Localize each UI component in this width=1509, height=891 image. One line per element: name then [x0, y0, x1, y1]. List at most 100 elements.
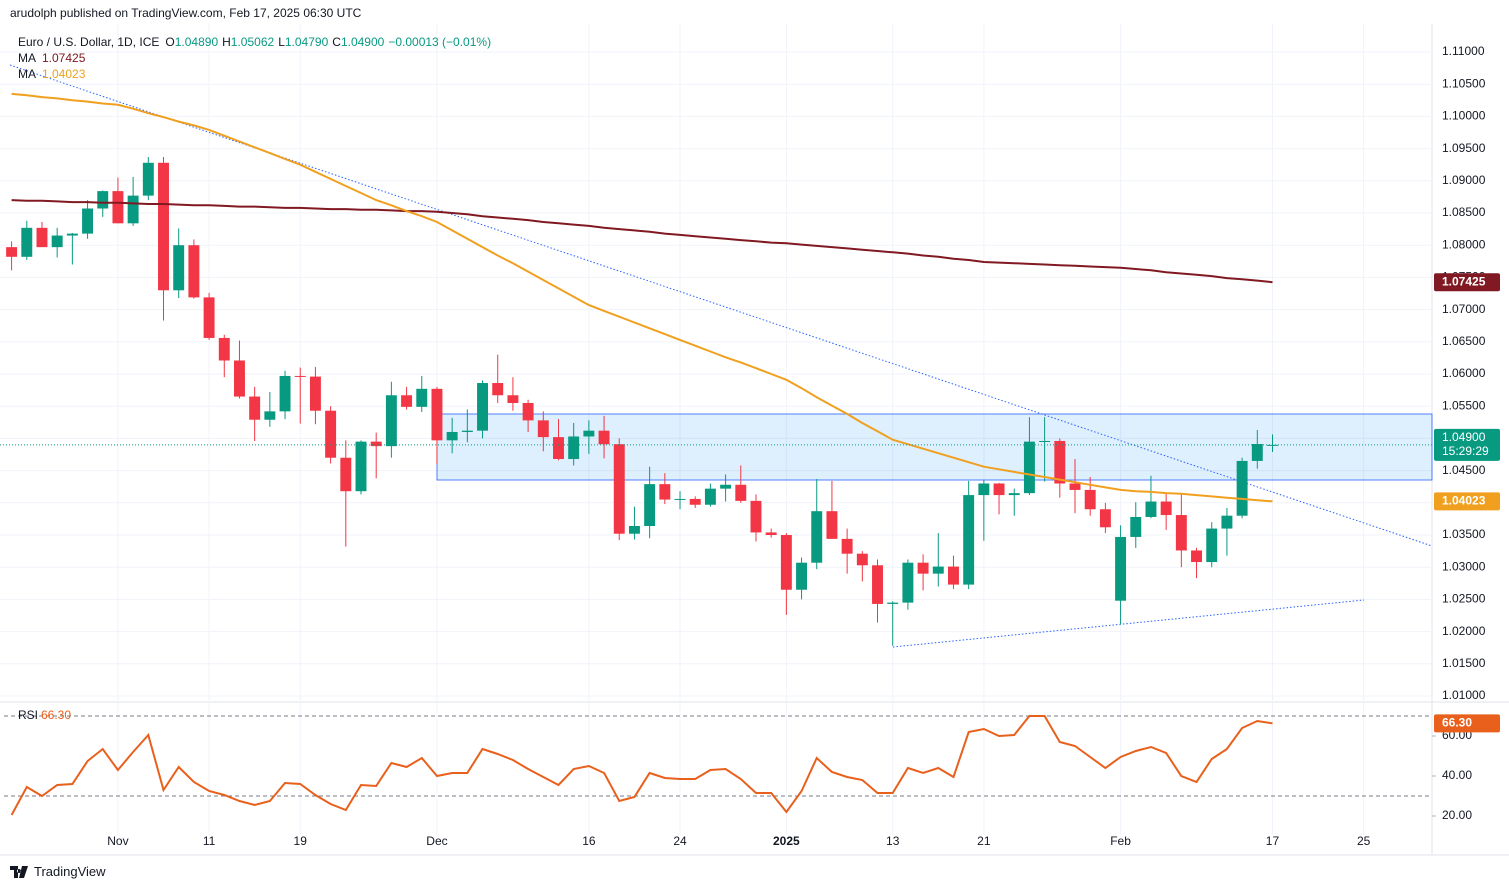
rsi-value-label: 66.30 — [1442, 716, 1472, 730]
candle-body — [704, 488, 716, 505]
legend-row: Euro / U.S. Dollar, 1D, ICE O1.04890 H1.05… — [18, 34, 493, 50]
ma-price-box — [1434, 273, 1500, 292]
trend-line — [892, 599, 1365, 648]
logo-text: TradingView — [34, 864, 106, 879]
candle-body — [750, 500, 762, 533]
symbol-title: Euro / U.S. Dollar, 1D, ICE — [18, 35, 160, 49]
candle-body — [674, 498, 686, 500]
candle-body — [173, 245, 185, 291]
y-tick-label: 1.05500 — [1442, 398, 1486, 412]
candle-body — [1221, 515, 1233, 529]
rsi-legend-value: 66.30 — [41, 708, 71, 722]
candle-body — [932, 566, 944, 574]
legend-row: MA 1.07425 — [18, 50, 493, 66]
candle-body — [1191, 550, 1203, 563]
candle-body — [628, 525, 640, 534]
candle-body — [325, 410, 337, 458]
candle-body — [264, 411, 276, 420]
y-tick-label: 1.09000 — [1442, 173, 1486, 187]
y-tick-label: 1.06000 — [1442, 366, 1486, 380]
x-tick-label: 24 — [673, 834, 687, 848]
candle-body — [401, 395, 413, 407]
candle-body — [1023, 441, 1035, 494]
candle-body — [735, 484, 747, 501]
ohlc-value: 1.04790 — [284, 35, 329, 49]
candle-body — [218, 337, 230, 361]
x-tick-label: 2025 — [773, 834, 800, 848]
candle-body — [1054, 440, 1066, 484]
candle-body — [1160, 501, 1172, 516]
candle-body — [568, 436, 580, 460]
candle-body — [370, 441, 382, 447]
candle-body — [431, 388, 443, 441]
candle-body — [537, 420, 549, 438]
candle-body — [446, 431, 458, 441]
rsi-tick-label: 40.00 — [1442, 768, 1472, 782]
y-tick-label: 1.02500 — [1442, 592, 1486, 606]
candle-body — [355, 441, 367, 492]
candle-body — [522, 402, 534, 421]
candle-body — [1175, 515, 1187, 551]
y-tick-label: 1.07000 — [1442, 302, 1486, 316]
publisher-header: arudolph published on TradingView.com, F… — [10, 6, 362, 20]
last-price-sublabel: 15:29:29 — [1442, 444, 1489, 458]
candle-body — [1099, 509, 1111, 528]
x-tick-label: Dec — [426, 834, 447, 848]
candle-body — [51, 235, 63, 248]
candle-body — [644, 484, 656, 526]
change-value: −0.00013 (−0.01%) — [388, 35, 492, 49]
candle-body — [659, 484, 671, 500]
ohlc-key: H — [222, 35, 231, 49]
candle-body — [1251, 444, 1263, 461]
ma-value: 1.07425 — [42, 51, 86, 65]
y-tick-label: 1.01000 — [1442, 688, 1486, 702]
x-tick-label: 11 — [203, 834, 216, 848]
x-tick-label: 25 — [1357, 834, 1371, 848]
legend-row: MA 1.04023 — [18, 66, 493, 82]
candle-body — [158, 162, 169, 291]
ohlc-key: C — [332, 35, 341, 49]
y-tick-label: 1.03500 — [1442, 527, 1486, 541]
rsi-value-box — [1434, 714, 1500, 733]
candle-body — [188, 245, 200, 298]
ma-name: MA — [18, 51, 36, 65]
legend: Euro / U.S. Dollar, 1D, ICE O1.04890 H1.05… — [18, 34, 493, 82]
candle-body — [340, 457, 352, 492]
candle-body — [203, 297, 215, 338]
rsi-title: RSI — [18, 708, 38, 722]
ohlc-key: O — [165, 35, 175, 49]
ohlc-value: 1.05062 — [230, 35, 275, 49]
candle-body — [613, 444, 625, 534]
candle-body — [1039, 440, 1051, 442]
ma-price-label: 1.07425 — [1442, 274, 1486, 288]
candle-body — [82, 208, 94, 234]
candle-body — [978, 483, 990, 496]
x-tick-label: 19 — [294, 834, 308, 848]
y-tick-label: 1.08000 — [1442, 237, 1486, 251]
ma-price-label: 1.04023 — [1442, 493, 1486, 507]
candle-body — [249, 396, 261, 420]
ma-value: 1.04023 — [42, 67, 86, 81]
y-tick-label: 1.11000 — [1442, 44, 1485, 58]
last-price-label: 1.04900 — [1442, 430, 1486, 444]
moving-average — [11, 199, 1273, 284]
candle-body — [887, 602, 899, 604]
candle-body — [1115, 536, 1127, 601]
candle-body — [142, 162, 154, 196]
y-tick-label: 1.02000 — [1442, 624, 1486, 638]
y-tick-label: 1.10500 — [1442, 76, 1486, 90]
candle-body — [1145, 501, 1157, 517]
candle-body — [872, 565, 883, 604]
candle-body — [36, 227, 48, 248]
y-tick-label: 1.09500 — [1442, 141, 1486, 155]
ohlc-value: 1.04890 — [174, 35, 219, 49]
candle-body — [720, 484, 732, 489]
y-tick-label: 1.03000 — [1442, 559, 1486, 573]
candle-body — [765, 532, 777, 536]
moving-average — [11, 92, 1273, 503]
candle-body — [97, 191, 109, 209]
candle-body — [947, 566, 959, 585]
